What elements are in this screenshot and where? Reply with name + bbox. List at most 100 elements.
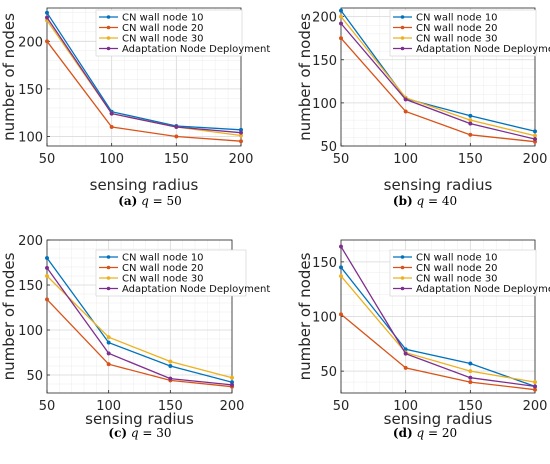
- data-point: [468, 361, 473, 366]
- x-tick-label: 100: [393, 152, 418, 167]
- legend-entry: CN wall node 20: [416, 263, 498, 274]
- y-axis-label: number of nodes: [296, 252, 314, 380]
- legend-box: [389, 249, 537, 297]
- legend-marker: [400, 15, 405, 19]
- data-point: [44, 39, 50, 44]
- data-point: [106, 335, 111, 340]
- x-tick-label: 150: [158, 399, 183, 414]
- data-point: [403, 351, 408, 356]
- caption-variable: q: [141, 194, 149, 208]
- data-point: [338, 8, 344, 13]
- legend-marker: [400, 286, 405, 291]
- x-tick-label: 100: [96, 399, 121, 414]
- data-point: [403, 109, 408, 114]
- data-point: [238, 130, 244, 135]
- panel-caption: (b) q = 40: [393, 194, 457, 208]
- axes-box: [46, 7, 242, 147]
- series-line: [340, 37, 536, 143]
- data-point: [468, 369, 473, 374]
- legend-entry: CN wall node 30: [416, 34, 498, 45]
- x-tick-label: 200: [220, 399, 245, 414]
- data-point: [168, 376, 173, 381]
- legend-entry: CN wall node 20: [122, 23, 204, 34]
- series-4: [44, 265, 235, 387]
- data-point: [532, 384, 538, 389]
- legend-entry: Adaptation Node Deployment: [416, 284, 550, 295]
- data-point: [44, 273, 50, 279]
- caption-variable: q: [416, 194, 424, 208]
- legend-marker: [106, 36, 111, 40]
- data-point: [106, 351, 111, 356]
- legend-marker: [106, 46, 111, 51]
- legend-marker: [400, 255, 405, 259]
- series-line: [340, 23, 536, 140]
- series-line: [340, 266, 536, 388]
- y-tick-label: 100: [18, 324, 43, 339]
- y-tick-label: 50: [320, 140, 337, 155]
- series-line: [46, 257, 233, 383]
- axes-box: [46, 239, 233, 394]
- y-tick-label: 200: [18, 35, 43, 50]
- caption-variable: q: [131, 426, 139, 440]
- legend-marker: [106, 276, 111, 280]
- y-tick-label: 100: [18, 130, 43, 145]
- y-tick-label: 100: [312, 311, 337, 326]
- legend-entry: CN wall node 10: [122, 253, 204, 264]
- series-line: [340, 246, 536, 388]
- caption-tag: (b): [393, 194, 413, 208]
- y-tick-label: 200: [312, 11, 337, 26]
- data-point: [229, 375, 235, 380]
- data-point: [168, 363, 173, 369]
- y-axis-label: number of nodes: [0, 13, 18, 141]
- legend-entry: CN wall node 30: [122, 274, 204, 285]
- legend-marker: [400, 276, 405, 280]
- x-tick-label: 100: [393, 399, 418, 414]
- series-3: [44, 273, 235, 380]
- caption-variable: q: [416, 426, 424, 440]
- caption-rest: = 20: [424, 426, 457, 440]
- series-2: [44, 39, 244, 144]
- series-line: [46, 275, 233, 379]
- x-axis-label: sensing radius: [384, 176, 493, 194]
- caption-tag: (c): [108, 426, 127, 440]
- y-tick-label: 100: [312, 97, 337, 112]
- y-axis-label: number of nodes: [296, 13, 314, 141]
- series-4: [338, 21, 538, 142]
- x-axis-label: sensing radius: [90, 176, 199, 194]
- series-line: [46, 12, 242, 131]
- x-tick-label: 50: [333, 399, 350, 414]
- legend-entry: Adaptation Node Deployment: [122, 44, 270, 55]
- series-line: [46, 298, 233, 388]
- legend-entry: CN wall node 20: [122, 263, 204, 274]
- series-2: [338, 312, 538, 392]
- data-point: [109, 124, 114, 130]
- caption-rest: = 40: [424, 194, 457, 208]
- axes-box: [340, 7, 536, 147]
- x-tick-label: 200: [523, 399, 548, 414]
- caption-tag: (d): [393, 426, 413, 440]
- chart-panel-b: 50 100 150 200 50 100 150 200 sensing radius numb…: [296, 7, 550, 208]
- legend-marker: [400, 265, 405, 270]
- y-tick-label: 150: [312, 54, 337, 69]
- chart-panel-c: 50 100 150 200 50 100 150 200 sensing radius numb…: [0, 234, 270, 440]
- legend-marker: [400, 46, 405, 51]
- data-point: [338, 14, 344, 19]
- series-line: [46, 267, 233, 386]
- x-tick-label: 50: [39, 399, 56, 414]
- data-point: [229, 382, 235, 387]
- series-line: [340, 16, 536, 137]
- legend-entry: CN wall node 10: [122, 13, 204, 24]
- data-point: [338, 312, 344, 317]
- legend-entry: Adaptation Node Deployment: [416, 44, 550, 55]
- x-tick-label: 50: [333, 152, 350, 167]
- legend-entry: Adaptation Node Deployment: [122, 284, 270, 295]
- legend-box: [95, 249, 247, 297]
- series-line: [340, 313, 536, 391]
- legend-marker: [106, 25, 111, 30]
- x-axis-label: sensing radius: [85, 410, 194, 428]
- data-point: [168, 359, 173, 364]
- series-4: [44, 15, 244, 135]
